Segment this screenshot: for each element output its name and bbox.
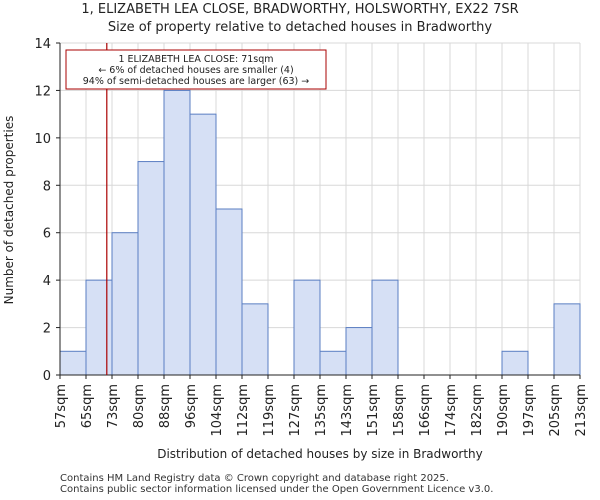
x-tick-label: 151sqm	[366, 384, 381, 437]
bars	[59, 89, 581, 376]
x-tick-label: 197sqm	[522, 384, 537, 437]
bar	[553, 303, 581, 376]
y-tick-label: 8	[43, 179, 51, 194]
bar	[241, 303, 269, 376]
bar	[111, 232, 139, 376]
x-tick-label: 190sqm	[496, 384, 511, 437]
x-tick-label: 119sqm	[262, 384, 277, 437]
annotation-text: 94% of semi-detached houses are larger (…	[83, 76, 310, 87]
histogram-chart: 0 2 4 6 8 10 12 14 57sqm 65sqm 73sqm 80sqm 88sqm 96sq…	[2, 37, 589, 461]
annotation-text: ← 6% of detached houses are smaller (4)	[98, 65, 293, 76]
y-tick-label: 12	[34, 84, 51, 99]
y-tick-label: 6	[43, 227, 51, 242]
x-tick-label: 135sqm	[314, 384, 329, 437]
y-axis-label: Number of detached properties	[2, 116, 16, 305]
footer-licence: Contains public sector information licen…	[60, 484, 494, 495]
x-tick-label: 182sqm	[470, 384, 485, 437]
x-tick-label: 112sqm	[236, 384, 251, 437]
chart-subtitle: Size of property relative to detached ho…	[107, 20, 493, 35]
x-tick-label: 80sqm	[132, 384, 147, 428]
gridlines	[59, 42, 581, 376]
x-tick-label: 143sqm	[340, 384, 355, 437]
bar	[345, 327, 373, 376]
x-tick-label: 96sqm	[184, 384, 199, 428]
bar	[293, 279, 321, 376]
bar	[85, 279, 113, 376]
footer-copyright: Contains HM Land Registry data © Crown c…	[60, 473, 449, 484]
bar	[371, 279, 399, 376]
x-tick-label: 57sqm	[54, 384, 69, 428]
x-tick-label: 158sqm	[392, 384, 407, 437]
bar	[189, 113, 217, 376]
y-tick-label: 0	[43, 369, 51, 384]
bar	[59, 350, 87, 376]
annotation-box	[65, 49, 327, 90]
bar	[163, 89, 191, 376]
x-tick-label: 166sqm	[418, 384, 433, 437]
y-tick-label: 10	[34, 132, 51, 147]
bar	[319, 350, 347, 376]
y-tick-label: 2	[43, 322, 51, 337]
x-tick-label: 73sqm	[106, 384, 121, 428]
x-tick-label: 205sqm	[548, 384, 563, 437]
y-tick-label: 14	[34, 37, 51, 52]
bar	[501, 350, 529, 376]
axes: 0 2 4 6 8 10 12 14 57sqm 65sqm 73sqm 80sqm 88sqm 96sq…	[34, 37, 589, 437]
property-marker: 1 ELIZABETH LEA CLOSE: 71sqm← 6% of deta…	[65, 43, 327, 375]
y-tick-label: 4	[43, 274, 51, 289]
x-tick-label: 174sqm	[444, 384, 459, 437]
x-axis-label: Distribution of detached houses by size …	[157, 447, 483, 461]
x-tick-label: 213sqm	[574, 384, 589, 437]
bar	[137, 161, 165, 376]
x-tick-label: 88sqm	[158, 384, 173, 428]
x-tick-label: 65sqm	[80, 384, 95, 428]
chart-title: 1, ELIZABETH LEA CLOSE, BRADWORTHY, HOLS…	[81, 2, 519, 17]
x-tick-label: 104sqm	[210, 384, 225, 437]
bar	[215, 208, 243, 376]
annotation-text: 1 ELIZABETH LEA CLOSE: 71sqm	[118, 54, 273, 65]
x-tick-label: 127sqm	[288, 384, 303, 437]
